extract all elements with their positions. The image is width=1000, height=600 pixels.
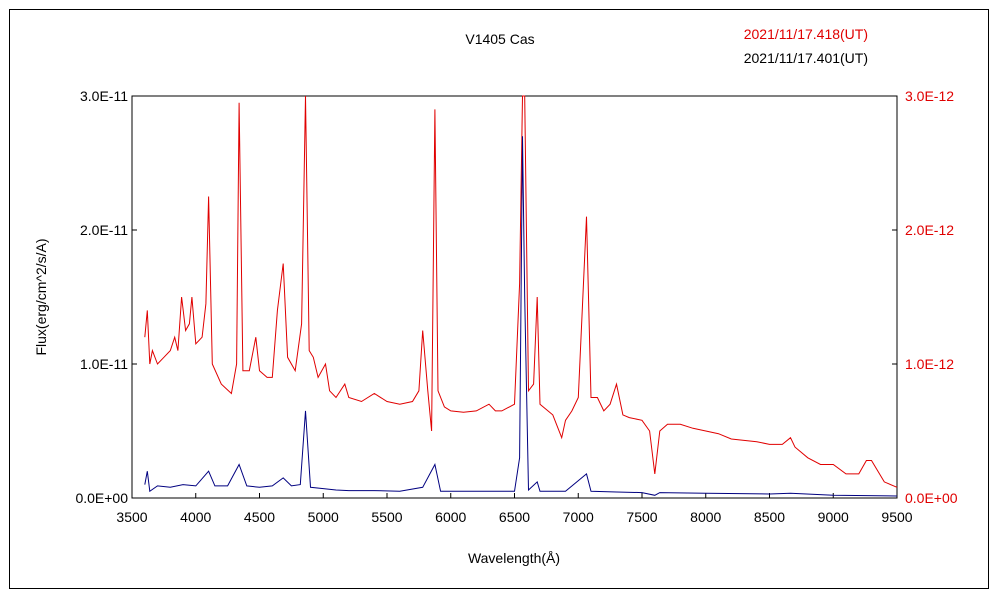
y-axis-left: 0.0E+00 1.0E-11 2.0E-11 3.0E-11 — [75, 88, 137, 506]
x-axis-label: Wavelength(Å) — [468, 550, 560, 566]
legend-series-blue: 2021/11/17.401(UT) — [744, 50, 868, 66]
x-tick-label: 7500 — [626, 509, 657, 525]
x-tick-label: 3500 — [116, 509, 147, 525]
y-left-tick-label: 2.0E-11 — [80, 222, 128, 238]
legend-series-red: 2021/11/17.418(UT) — [744, 26, 868, 42]
y-left-tick-label: 3.0E-11 — [80, 88, 128, 104]
y-right-tick-label: 2.0E-12 — [905, 222, 954, 238]
x-tick-label: 6000 — [435, 509, 466, 525]
y-right-tick-label: 0.0E+00 — [905, 490, 958, 506]
x-tick-label: 9500 — [881, 509, 912, 525]
chart-title: V1405 Cas — [465, 31, 534, 47]
y-axis-right: 0.0E+00 1.0E-12 2.0E-12 3.0E-12 — [892, 88, 958, 506]
x-tick-label: 8000 — [690, 509, 721, 525]
y-left-tick-label: 0.0E+00 — [75, 490, 128, 506]
x-tick-label: 4500 — [244, 509, 275, 525]
y-axis-label: Flux(erg/cm^2/s/A) — [33, 238, 49, 355]
x-tick-label: 7000 — [563, 509, 594, 525]
x-tick-label: 6500 — [499, 509, 530, 525]
x-tick-label: 5500 — [371, 509, 402, 525]
y-right-tick-label: 1.0E-12 — [905, 356, 954, 372]
plot-area — [131, 95, 898, 499]
x-tick-label: 9000 — [818, 509, 849, 525]
series-blue-line — [144, 136, 898, 497]
x-tick-label: 4000 — [180, 509, 211, 525]
x-tick-label: 8500 — [754, 509, 785, 525]
x-axis: 3500 4000 4500 5000 5500 6000 6500 7000 7500 8000… — [116, 493, 913, 525]
chart-frame — [9, 9, 989, 589]
y-right-tick-label: 3.0E-12 — [905, 88, 954, 104]
series-red-line — [144, 95, 898, 488]
x-tick-label: 5000 — [308, 509, 339, 525]
y-left-tick-label: 1.0E-11 — [80, 356, 128, 372]
